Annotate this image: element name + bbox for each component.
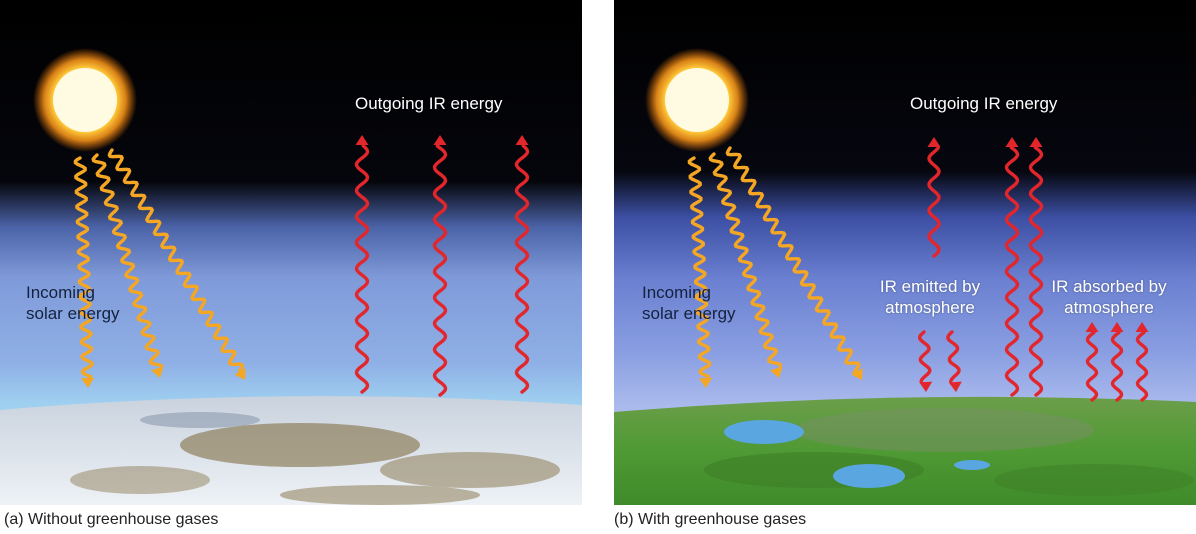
incoming-solar-label-line1: Incoming (642, 283, 711, 302)
ir-absorbed-arrow-head (1135, 322, 1149, 332)
ir-absorbed-arrow (1135, 330, 1149, 402)
outgoing-ir-label: Outgoing IR energy (910, 94, 1058, 113)
ir-emitted-label-line1: IR emitted by (879, 277, 981, 296)
outgoing-ir-arrow (1004, 145, 1020, 397)
incoming-solar-arrow (107, 148, 245, 373)
incoming-solar-label-line1: Incoming (26, 283, 95, 302)
ir-absorbed-arrow-head (1085, 322, 1099, 332)
incoming-solar-arrow-head (151, 366, 164, 378)
caption-without-greenhouse: (a) Without greenhouse gases (4, 511, 219, 528)
panel-with-greenhouse-gases: Outgoing IR energy Incoming solar energy… (614, 0, 1196, 505)
incoming-solar-arrow-head (81, 377, 95, 388)
outgoing-ir-arrow (1028, 145, 1044, 397)
ir-emitted-arrow (946, 330, 961, 384)
incoming-solar-label-line2: solar energy (642, 304, 736, 323)
incoming-solar-arrow (73, 156, 94, 379)
surface-brown-patches (70, 412, 560, 505)
outgoing-ir-arrow (354, 144, 370, 394)
incoming-solar-arrow-head (770, 366, 783, 378)
ir-absorbed-arrow-head (1110, 322, 1124, 332)
sun (53, 68, 117, 132)
lakes (724, 420, 990, 488)
outgoing-ir-label: Outgoing IR energy (355, 94, 503, 113)
incoming-solar-label-line2: solar energy (26, 304, 120, 323)
ir-absorbed-arrow (1085, 330, 1099, 402)
outgoing-ir-arrow-head (433, 135, 447, 145)
incoming-solar-arrow (91, 153, 164, 368)
incoming-solar-arrow (725, 146, 861, 375)
ir-emitted-arrow-head (948, 381, 962, 392)
outgoing-ir-arrow-head (515, 135, 529, 145)
panel-without-greenhouse-gases: Outgoing IR energy Incoming solar energy (0, 0, 582, 505)
outgoing-ir-arrow (514, 144, 530, 394)
incoming-solar-arrow-head (234, 368, 246, 380)
ir-absorbed-arrow (1110, 330, 1124, 402)
incoming-solar-arrow (687, 156, 712, 379)
outgoing-ir-arrow-head (1029, 137, 1043, 147)
ir-absorbed-label-line2: atmosphere (1064, 298, 1154, 317)
ir-emitted-arrow (917, 330, 932, 384)
outgoing-ir-arrow-head (1005, 137, 1019, 147)
scene-with-greenhouse (614, 0, 1196, 505)
ir-absorbed-label-line1: IR absorbed by (1051, 277, 1167, 296)
energy-arrows (73, 135, 530, 397)
scene-without-greenhouse (0, 0, 582, 505)
ir-emitted-arrow-head (919, 381, 933, 392)
outgoing-ir-arrow-head (927, 137, 941, 147)
caption-with-greenhouse: (b) With greenhouse gases (614, 511, 807, 528)
incoming-solar-arrow-head (699, 377, 712, 388)
incoming-solar-arrow (708, 152, 783, 368)
ir-emitted-label-line2: atmosphere (885, 298, 975, 317)
outgoing-ir-arrow-head (355, 135, 369, 145)
incoming-solar-arrow-head (851, 368, 863, 380)
energy-arrows (687, 137, 1149, 402)
sun (665, 68, 729, 132)
outgoing-ir-arrow (927, 146, 941, 258)
outgoing-ir-arrow (432, 144, 448, 397)
